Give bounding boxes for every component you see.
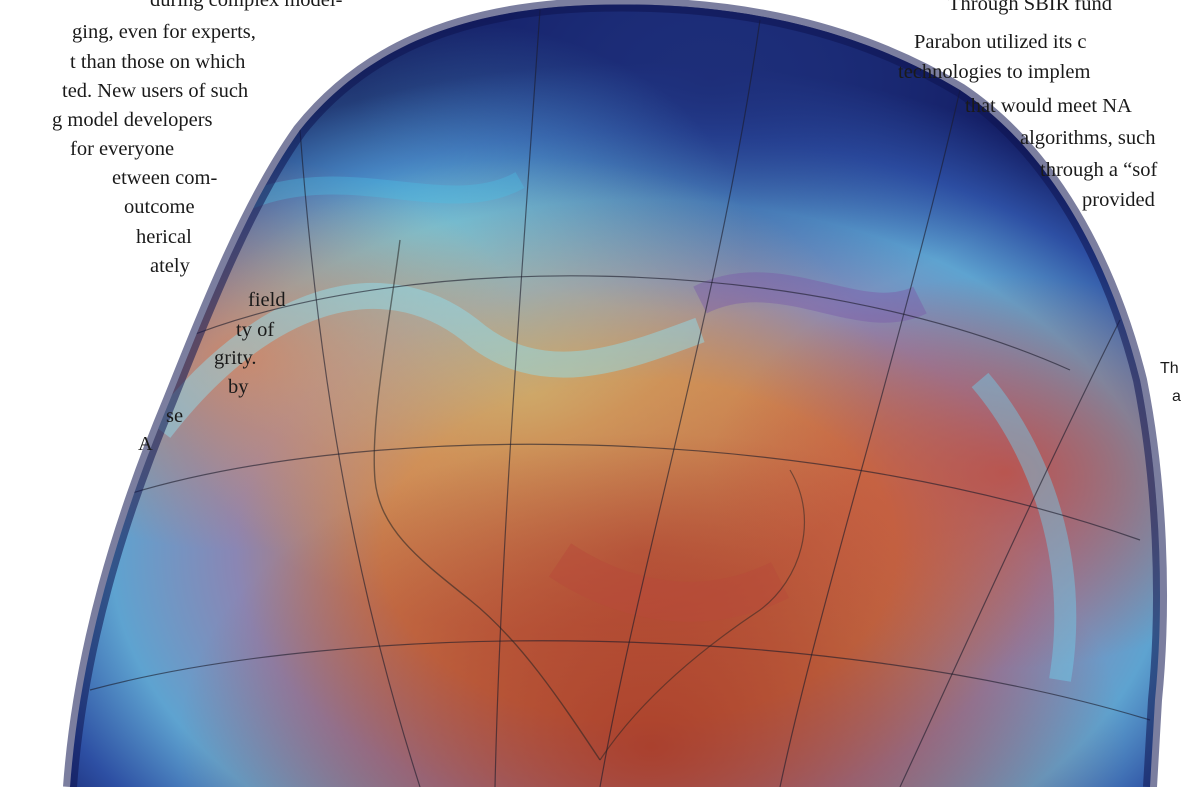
body-text-line: se — [166, 405, 184, 427]
body-text-line: algorithms, such — [1020, 127, 1156, 149]
body-text-line: A — [138, 433, 153, 455]
fragment-text-line: Th — [1160, 360, 1179, 377]
body-text-line: during complex model- — [150, 0, 343, 11]
body-text-line: ted. New users of such — [62, 80, 249, 102]
body-text-line: Parabon utilized its c — [914, 31, 1087, 53]
body-text-line: that would meet NA — [965, 95, 1132, 117]
body-text-line: through a “sof — [1040, 159, 1158, 181]
body-text-line: for everyone — [70, 138, 175, 160]
body-text-line: by — [228, 376, 249, 398]
body-text-line: field — [248, 289, 286, 311]
fragment-text-line: a — [1172, 388, 1181, 405]
body-text-line: ty of — [236, 319, 275, 341]
body-text-line: t than those on which — [70, 51, 246, 73]
body-text-line: provided — [1082, 189, 1155, 211]
body-text-line: ately — [150, 255, 190, 277]
body-text-line: outcome — [124, 196, 195, 218]
body-text-line: Through SBIR fund — [948, 0, 1112, 15]
body-text-line: grity. — [214, 347, 257, 369]
body-text-line: ging, even for experts, — [72, 21, 256, 43]
body-text-line: herical — [136, 226, 192, 248]
body-text-line: etween com- — [112, 167, 218, 189]
body-text-line: g model developers — [52, 109, 213, 131]
body-text-line: technologies to implem — [898, 61, 1091, 83]
